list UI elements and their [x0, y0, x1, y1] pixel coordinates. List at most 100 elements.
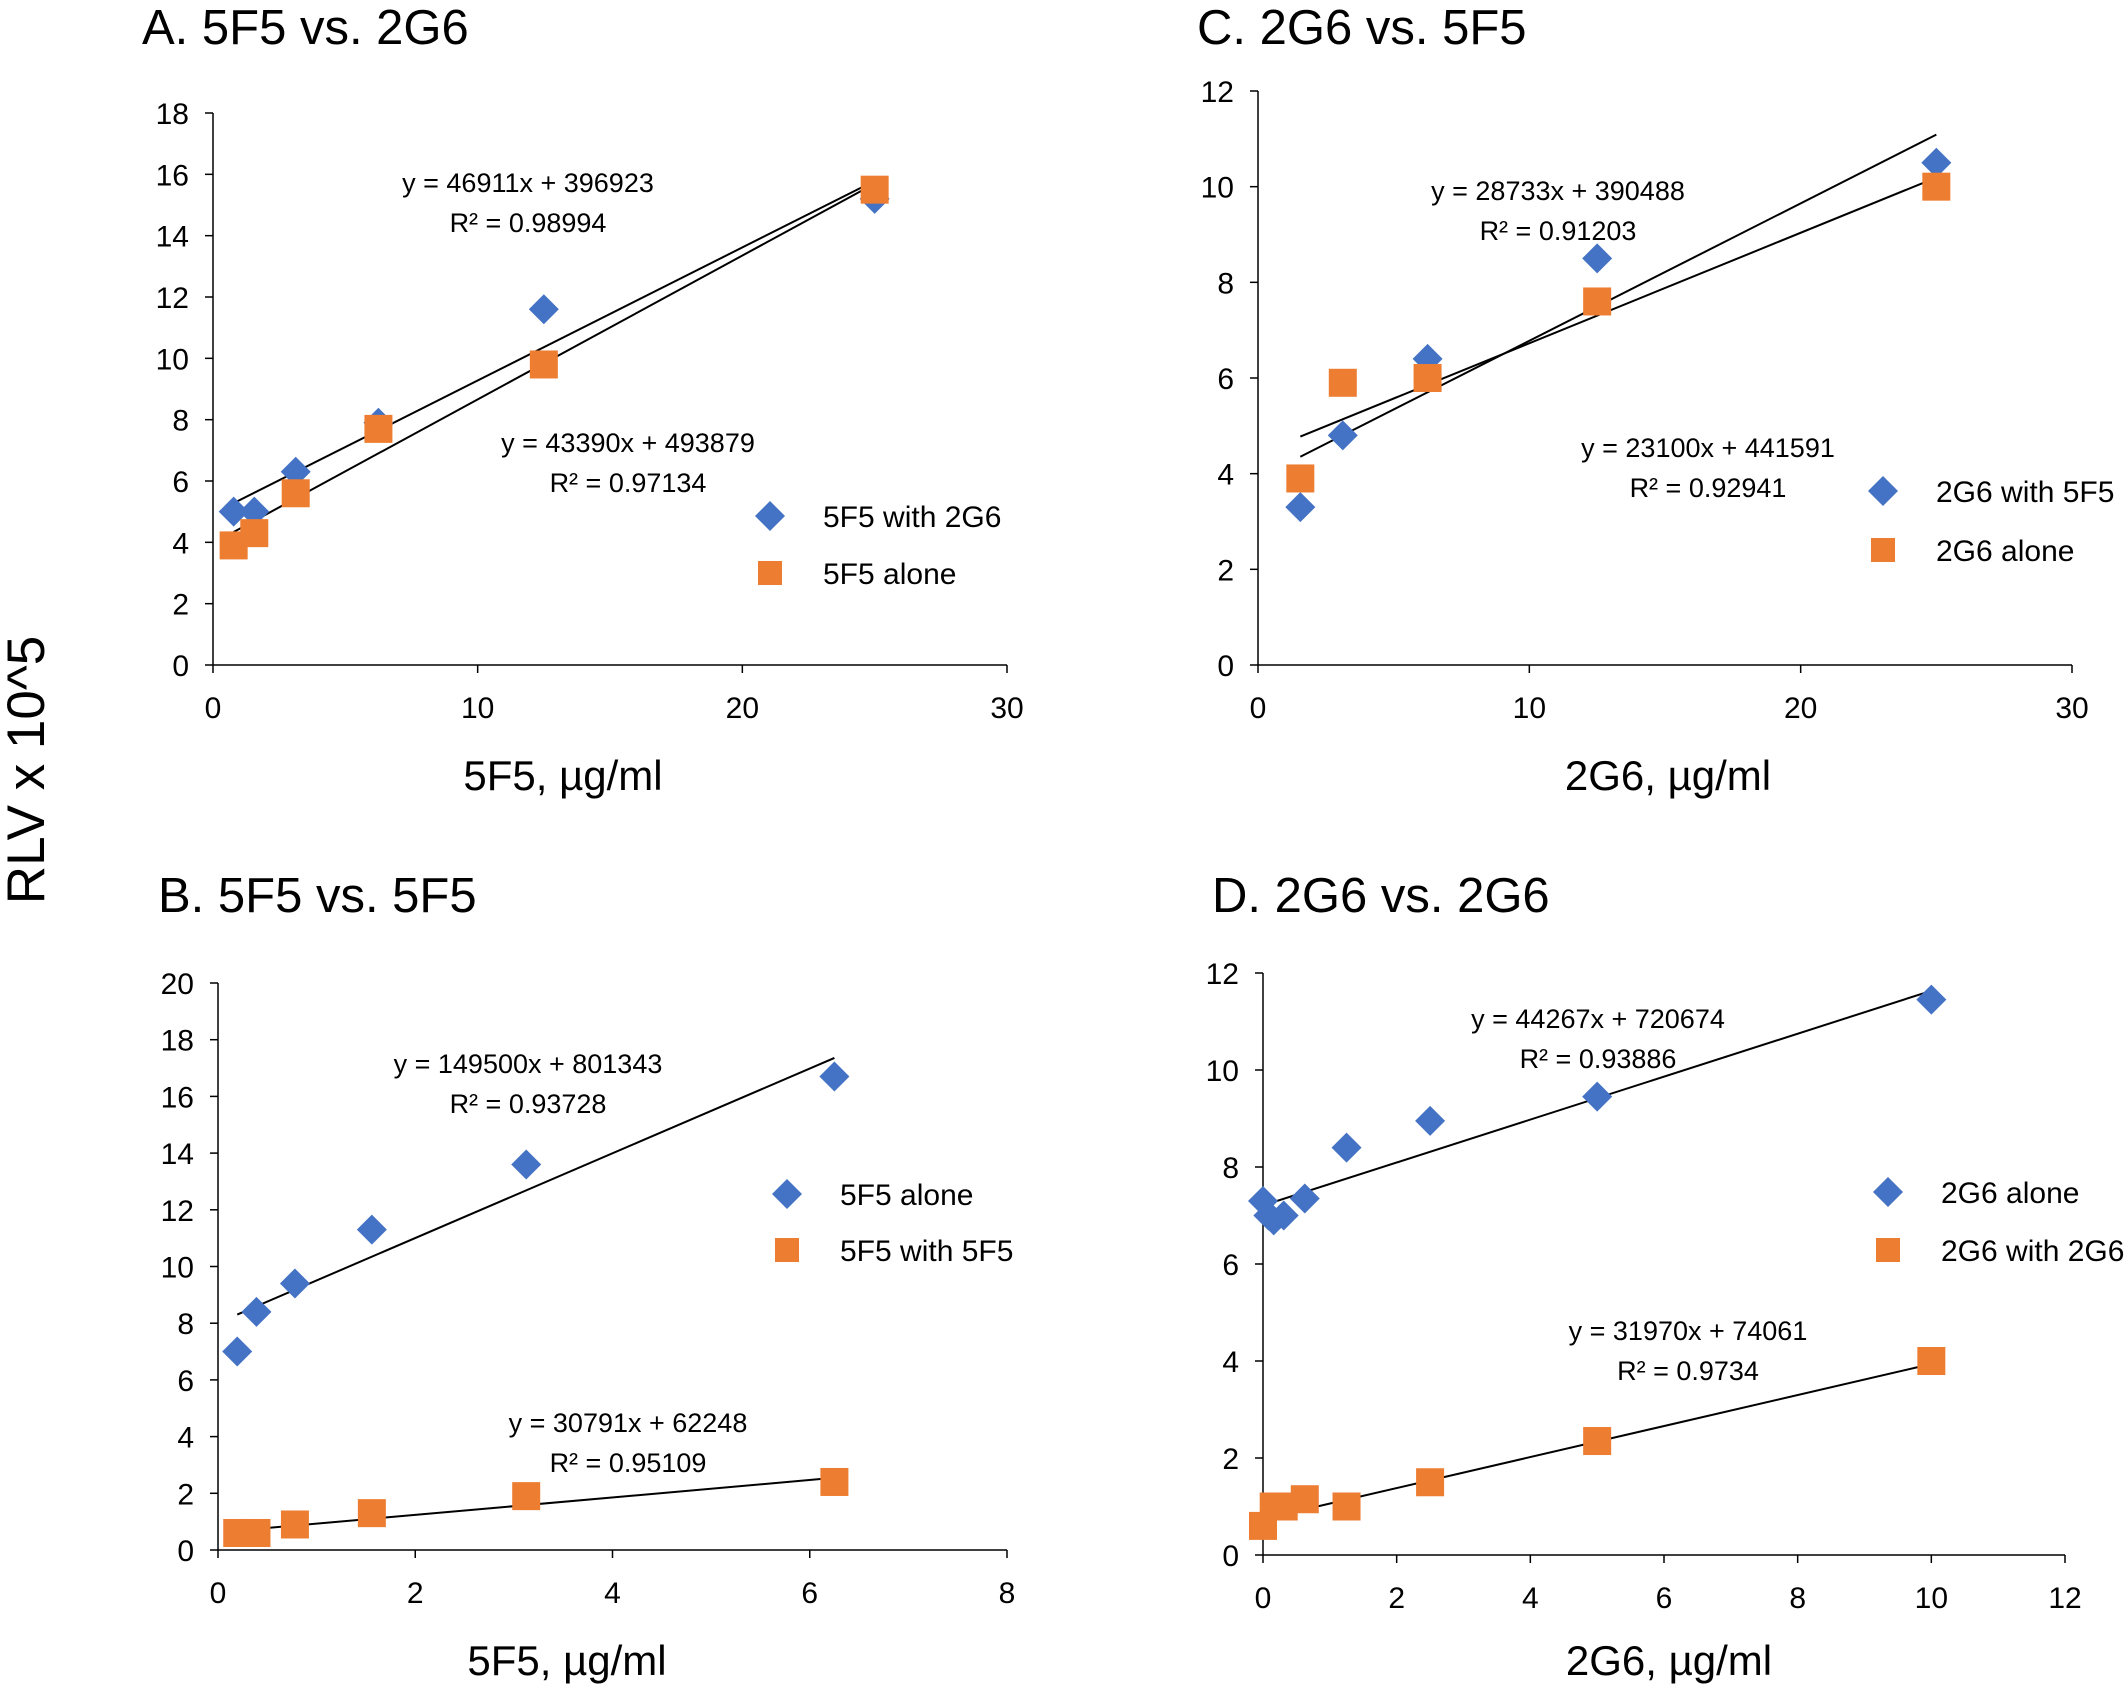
panel-a-point-square [240, 519, 269, 548]
panel-b-point-diamond [279, 1268, 310, 1299]
panel-a-y-tick-label: 0 [172, 650, 189, 683]
panel-c-legend-label: 2G6 with 5F5 [1936, 476, 2114, 509]
panel-b-point-square [242, 1518, 271, 1547]
panel-d-point-diamond [1415, 1105, 1446, 1136]
panel-d-y-tick-label: 0 [1222, 1540, 1239, 1573]
panel-a-legend-square [758, 561, 782, 585]
panel-d-legend-diamond [1873, 1177, 1903, 1207]
panel-d-x-tick-label: 4 [1522, 1582, 1539, 1615]
panel-c-trendline-1 [1299, 133, 1937, 458]
panel-a-legend-label: 5F5 with 2G6 [823, 501, 1001, 534]
panel-d-title: D. 2G6 vs. 2G6 [1212, 869, 1550, 923]
panel-d-point-diamond [1331, 1132, 1362, 1163]
panel-c-x-axis-label: 2G6, µg/ml [1565, 752, 1771, 799]
panel-c-equation-2: y = 23100x + 441591 [1581, 433, 1835, 463]
panel-b-r2-1: R² = 0.93728 [450, 1089, 607, 1119]
panel-d-legend-label: 2G6 alone [1941, 1177, 2079, 1210]
panel-c-title: C. 2G6 vs. 5F5 [1197, 1, 1527, 55]
panel-b-legend-square [775, 1238, 799, 1262]
panel-b-x-tick-label: 0 [210, 1577, 227, 1610]
panel-b-title: B. 5F5 vs. 5F5 [158, 869, 477, 923]
panel-c-point-diamond [1285, 492, 1316, 523]
panel-c-y-tick-label: 0 [1217, 650, 1234, 683]
panel-d-y-tick-label: 2 [1222, 1443, 1239, 1476]
panel-d-point-square [1332, 1492, 1361, 1521]
panel-b-point-diamond [356, 1214, 387, 1245]
panel-c-y-tick-label: 4 [1217, 459, 1234, 492]
panel-d-x-tick-label: 8 [1789, 1582, 1806, 1615]
panel-c-point-square [1286, 464, 1315, 493]
panel-b-y-tick-label: 2 [177, 1478, 194, 1511]
panel-a-point-square [364, 414, 393, 443]
panel-a-title: A. 5F5 vs. 2G6 [142, 1, 469, 55]
panel-c-point-diamond [1582, 243, 1613, 274]
panel-d-y-tick-label: 10 [1206, 1055, 1239, 1088]
panel-b-point-square [820, 1467, 849, 1496]
panel-a-trendline-2 [233, 179, 876, 505]
panel-c-legend-square [1871, 538, 1895, 562]
panel-a-y-tick-label: 14 [156, 221, 189, 254]
panel-c-point-diamond [1327, 420, 1358, 451]
panel-b-y-tick-label: 14 [161, 1138, 194, 1171]
panel-a-y-tick-label: 8 [172, 405, 189, 438]
panel-a-equation-2: y = 43390x + 493879 [501, 428, 755, 458]
panel-d-point-diamond [1268, 1200, 1299, 1231]
panel-d-point-square [1583, 1427, 1612, 1456]
panel-b-trendline-1 [236, 1057, 835, 1316]
panel-c-y-tick-label: 12 [1201, 76, 1234, 109]
panel-a-x-tick-label: 10 [461, 692, 494, 725]
panel-b-y-tick-label: 10 [161, 1252, 194, 1285]
panel-b-point-diamond [511, 1149, 542, 1180]
panel-c-legend-diamond [1868, 476, 1898, 506]
panel-c-x-tick-label: 30 [2055, 692, 2088, 725]
panel-b-legend-label: 5F5 with 5F5 [840, 1235, 1013, 1268]
panel-a-y-tick-label: 10 [156, 343, 189, 376]
panel-b-equation-1: y = 149500x + 801343 [394, 1049, 663, 1079]
panel-d-chart: D. 2G6 vs. 2G6 0 2 4 6 8 10 12 0 2 4 6 8 10 12 2G6, µg/… [1206, 869, 2125, 1684]
panel-c-y-tick-label: 2 [1217, 554, 1234, 587]
panel-b-r2-2: R² = 0.95109 [550, 1448, 707, 1478]
panel-b-equation-2: y = 30791x + 62248 [509, 1408, 748, 1438]
panel-a-y-tick-label: 2 [172, 589, 189, 622]
panel-a-x-tick-label: 0 [205, 692, 222, 725]
panel-d-legend-square [1876, 1238, 1900, 1262]
panel-b-x-tick-label: 2 [407, 1577, 424, 1610]
panel-c-y-tick-label: 8 [1217, 267, 1234, 300]
panel-a-r2-1: R² = 0.98994 [450, 208, 607, 238]
panel-b-x-tick-label: 8 [999, 1577, 1016, 1610]
panel-b-point-diamond [241, 1296, 272, 1327]
panel-a-r2-2: R² = 0.97134 [550, 468, 707, 498]
panel-d-equation-2: y = 31970x + 74061 [1569, 1316, 1808, 1346]
panel-a-point-square [860, 175, 889, 204]
panel-d-y-tick-label: 8 [1222, 1152, 1239, 1185]
panel-b-y-tick-label: 20 [161, 968, 194, 1001]
panel-d-y-tick-label: 12 [1206, 958, 1239, 991]
panel-c-x-tick-label: 10 [1513, 692, 1546, 725]
panel-d-r2-2: R² = 0.9734 [1617, 1356, 1759, 1386]
panel-d-y-tick-label: 4 [1222, 1346, 1239, 1379]
panel-b-y-tick-label: 12 [161, 1195, 194, 1228]
panel-a-point-diamond [218, 496, 249, 527]
panel-d-x-tick-label: 0 [1255, 1582, 1272, 1615]
panel-c-equation-1: y = 28733x + 390488 [1431, 176, 1685, 206]
panel-a-x-axis-label: 5F5, µg/ml [463, 752, 662, 799]
panel-c-point-square [1583, 287, 1612, 316]
panel-b-y-tick-label: 0 [177, 1535, 194, 1568]
panel-d-y-tick-label: 6 [1222, 1249, 1239, 1282]
panel-b-legend-diamond [772, 1179, 802, 1209]
panel-c-point-square [1413, 364, 1442, 392]
panel-a-y-tick-label: 4 [172, 527, 189, 560]
panel-b-point-square [280, 1510, 309, 1539]
panel-b-x-tick-label: 6 [801, 1577, 818, 1610]
panel-d-point-diamond [1289, 1183, 1320, 1214]
panel-c-x-tick-label: 20 [1784, 692, 1817, 725]
panel-a-x-tick-label: 30 [990, 692, 1023, 725]
panel-a-point-square [529, 350, 558, 379]
panel-d-point-square [1917, 1347, 1946, 1375]
panel-d-x-tick-label: 12 [2048, 1582, 2081, 1615]
panel-c-point-square [1328, 368, 1357, 397]
panel-b-x-tick-label: 4 [604, 1577, 621, 1610]
panel-c-point-square [1922, 172, 1951, 201]
panel-b-legend-label: 5F5 alone [840, 1179, 973, 1212]
